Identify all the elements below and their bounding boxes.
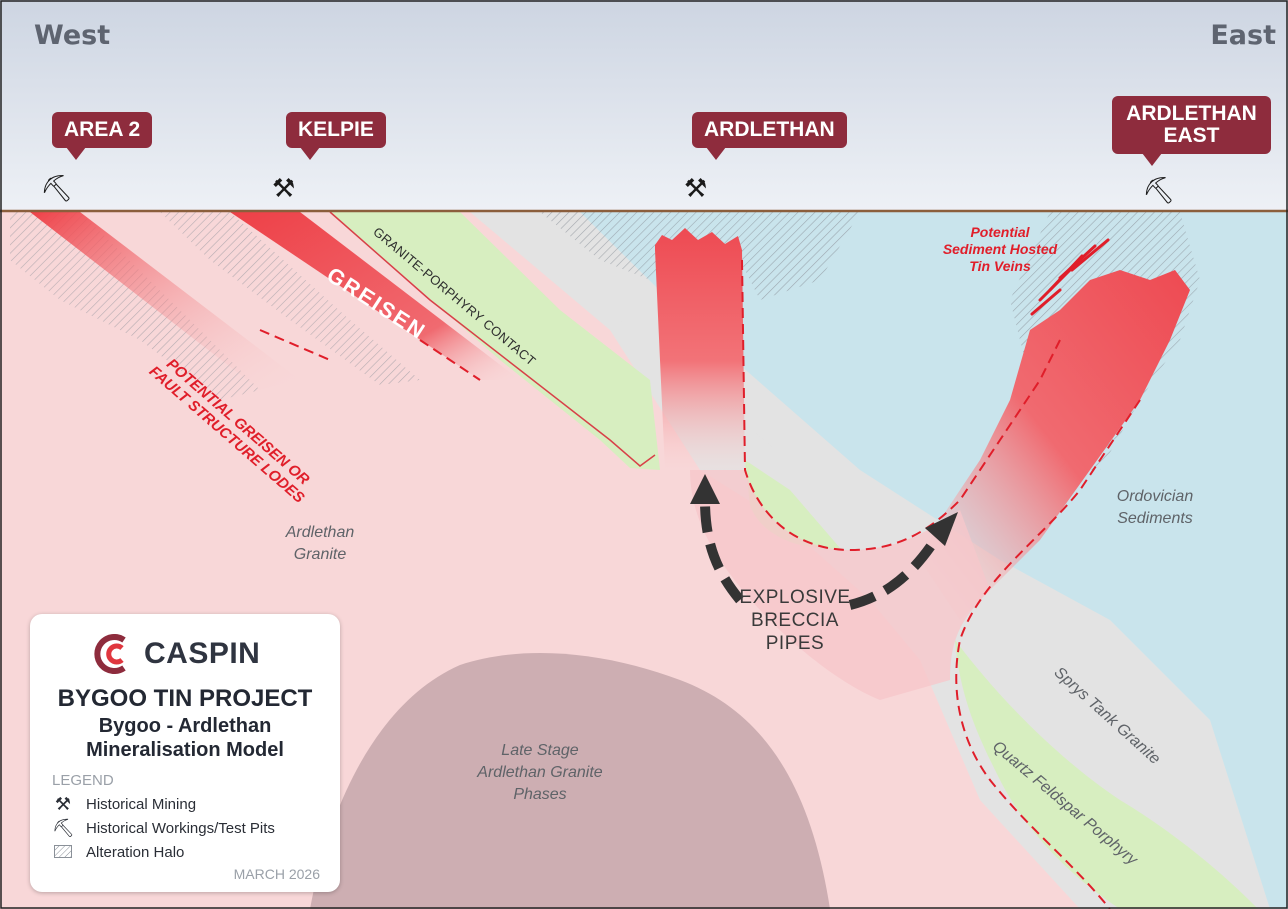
- pick-icon: ⛏: [1142, 176, 1176, 206]
- alteration-halo-kelpie: [160, 212, 420, 385]
- explosive-breccia-pipes-label: EXPLOSIVE BRECCIA PIPES: [720, 586, 870, 655]
- company-name: CASPIN: [144, 637, 261, 670]
- ardlethan-granite-line-1: Ardlethan: [285, 524, 355, 541]
- map-date: MARCH 2026: [233, 866, 320, 882]
- greisen-band: [230, 212, 520, 380]
- ardlethan-breccia-pipe: [655, 228, 745, 470]
- lode-band: [30, 212, 300, 390]
- pipe-connection: [690, 470, 990, 700]
- site-callout-area-2: AREA 2: [52, 112, 153, 160]
- late-stage-granite-body: [310, 653, 830, 909]
- late-stage-granite-label: Late Stage Ardlethan Granite Phases: [460, 740, 620, 806]
- hatch-swatch-icon: [52, 842, 74, 863]
- ordovician-sediments-label: Ordovician Sediments: [1105, 486, 1205, 530]
- legend-label: Alteration Halo: [86, 844, 185, 861]
- ardlethan-granite-label: Ardlethan Granite: [270, 522, 370, 566]
- crossed-hammers-icon: ⚒: [54, 794, 72, 814]
- legend-row-historical-mining: ⚒ Historical Mining: [52, 794, 196, 815]
- breccia-arrow-right: [848, 537, 940, 610]
- model-title-line-2: Mineralisation Model: [86, 739, 284, 761]
- pick-icon: ⛏: [52, 818, 75, 838]
- callout-tail: [706, 147, 726, 160]
- legend-label: Historical Mining: [86, 796, 197, 813]
- sediment-veins-line-3: Tin Veins: [969, 258, 1031, 274]
- site-label-kelpie: KELPIE: [298, 118, 374, 141]
- callout-tail: [1142, 153, 1162, 166]
- title-legend-card: CASPIN BYGOO TIN PROJECT Bygoo - Ardleth…: [30, 614, 340, 892]
- late-stage-line-3: Phases: [513, 786, 567, 803]
- site-label-area-2: AREA 2: [64, 118, 141, 141]
- pipe-dashed-outline-right: [741, 259, 1061, 552]
- site-label-ardlethan: ARDLETHAN: [704, 118, 835, 141]
- alteration-halo-west: [10, 212, 260, 400]
- sediment-veins-label: Potential Sediment Hosted Tin Veins: [930, 224, 1070, 275]
- pipe-dashed-outline-lower: [955, 399, 1141, 909]
- alteration-halo-ardlethan: [540, 212, 860, 300]
- sediment-veins-line-1: Potential: [970, 224, 1030, 240]
- legend-label: Historical Workings/Test Pits: [86, 820, 275, 837]
- legend-heading: LEGEND: [52, 772, 114, 789]
- site-callout-ardlethan-east: ARDLETHAN EAST: [1112, 96, 1271, 166]
- ordovician-line-1: Ordovician: [1116, 488, 1194, 505]
- caspin-logo-mark-icon: [94, 634, 126, 674]
- quartz-feldspar-porphyry-lower: [955, 640, 1258, 909]
- breccia-line-3: PIPES: [765, 633, 825, 654]
- crossed-hammers-icon: ⚒: [272, 174, 296, 204]
- late-stage-line-1: Late Stage: [501, 742, 579, 759]
- breccia-arrow-left: [700, 499, 744, 604]
- project-title: BYGOO TIN PROJECT: [57, 685, 313, 712]
- model-title-line-1: Bygoo - Ardlethan: [98, 715, 272, 737]
- legend-row-alteration-halo: Alteration Halo: [52, 842, 184, 863]
- caspin-logo: CASPIN: [94, 634, 260, 674]
- ordovician-line-2: Sediments: [1117, 510, 1193, 527]
- tin-veins: [1030, 238, 1110, 316]
- greisen-dashed-outline: [419, 339, 481, 381]
- site-label-ardlethan-east: ARDLETHAN EAST: [1126, 102, 1257, 147]
- breccia-arrowhead-right: [925, 512, 958, 546]
- contact-line: [329, 211, 656, 467]
- sky: [0, 0, 1288, 212]
- west-label: West: [34, 20, 111, 51]
- callout-tail: [66, 147, 86, 160]
- breccia-arrowhead-left: [690, 474, 720, 504]
- callout-tail: [300, 147, 320, 160]
- model-title: Bygoo - Ardlethan Mineralisation Model: [30, 714, 340, 762]
- lode-dashed-outline: [259, 329, 331, 361]
- crossed-hammers-icon: ⚒: [684, 174, 708, 204]
- pick-icon: ⛏: [40, 174, 74, 204]
- legend-row-historical-workings: ⛏ Historical Workings/Test Pits: [52, 818, 275, 839]
- granite-porphyry-contact-band: [330, 212, 660, 470]
- ardlethan-granite-line-2: Granite: [293, 546, 347, 563]
- late-stage-line-2: Ardlethan Granite: [477, 764, 603, 781]
- breccia-line-1: EXPLOSIVE: [739, 587, 851, 608]
- sediment-veins-line-2: Sediment Hosted: [942, 241, 1058, 257]
- breccia-line-2: BRECCIA: [751, 610, 839, 631]
- site-callout-kelpie: KELPIE: [286, 112, 386, 160]
- site-callout-ardlethan: ARDLETHAN: [692, 112, 847, 160]
- ardlethan-east-breccia-pipe: [920, 270, 1190, 620]
- east-label: East: [1210, 20, 1276, 51]
